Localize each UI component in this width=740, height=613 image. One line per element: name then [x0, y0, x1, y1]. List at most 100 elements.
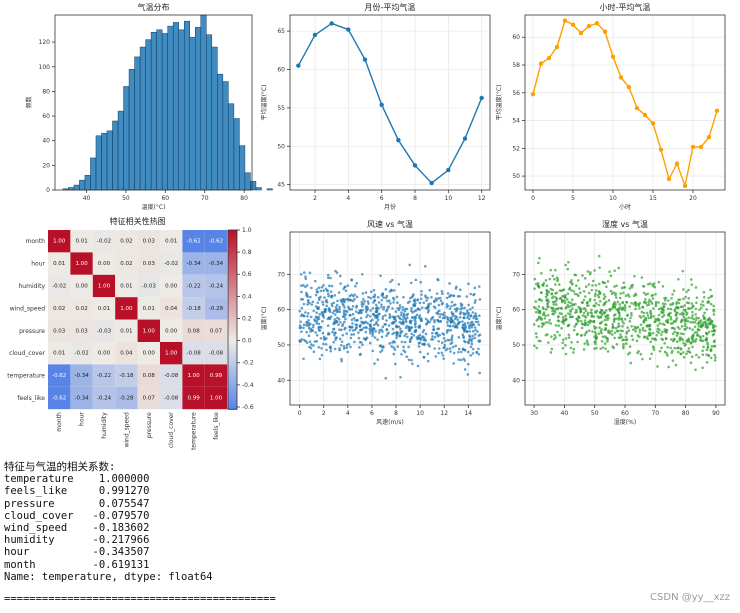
- scatter-point: [341, 333, 345, 337]
- scatter-point: [704, 323, 708, 326]
- scatter-point: [411, 362, 414, 366]
- scatter-point: [437, 303, 441, 307]
- scatter-point: [570, 298, 574, 301]
- scatter-point: [701, 300, 705, 303]
- x-tick-label: 0: [531, 195, 535, 202]
- scatter-point: [661, 311, 664, 315]
- scatter-point: [384, 296, 388, 300]
- scatter-point: [364, 337, 368, 341]
- scatter-point: [567, 323, 571, 327]
- scatter-point: [595, 346, 598, 350]
- heatmap-cell: [115, 252, 138, 275]
- scatter-point: [704, 320, 707, 324]
- scatter-point: [580, 301, 584, 304]
- scatter-point: [343, 306, 346, 309]
- scatter-point: [563, 299, 566, 303]
- scatter-point: [365, 326, 368, 330]
- scatter-point: [345, 297, 348, 301]
- scatter-point: [654, 300, 658, 304]
- scatter-point: [433, 299, 436, 303]
- scatter-point: [709, 356, 713, 360]
- scatter-point: [376, 358, 380, 361]
- colorbar-segment: [228, 277, 237, 282]
- scatter-point: [640, 276, 644, 279]
- scatter-point: [435, 331, 439, 335]
- scatter-point: [418, 325, 422, 329]
- scatter-point: [433, 318, 436, 322]
- scatter-point: [323, 338, 327, 341]
- heatmap-cell: [160, 342, 183, 365]
- scatter-point: [693, 331, 697, 334]
- scatter-point: [426, 306, 430, 309]
- y-tick-label: feels_like: [17, 395, 45, 402]
- scatter-point: [583, 319, 587, 322]
- heatmap-cell: [204, 364, 228, 387]
- scatter-point: [567, 336, 571, 339]
- scatter-point: [317, 322, 321, 326]
- colorbar-segment: [228, 391, 237, 395]
- scatter-point: [647, 316, 650, 320]
- data-point: [666, 176, 672, 182]
- scatter-point: [683, 328, 686, 331]
- scatter-point: [549, 351, 553, 354]
- scatter-point: [551, 300, 555, 304]
- heatmap-cell-label: 0.02: [53, 306, 65, 312]
- scatter-point: [665, 320, 668, 323]
- scatter-point: [302, 302, 306, 306]
- scatter-point: [464, 324, 467, 327]
- scatter-point: [398, 334, 402, 338]
- scatter-point: [389, 288, 393, 292]
- scatter-point: [690, 316, 694, 320]
- scatter-point: [590, 308, 593, 312]
- scatter-point: [648, 333, 652, 337]
- histogram-bar: [250, 181, 257, 191]
- console-row: wind_speed -0.183602: [4, 522, 150, 535]
- scatter-point: [532, 305, 536, 309]
- colorbar-segment: [228, 334, 237, 339]
- scatter-point: [329, 294, 333, 298]
- scatter-point: [597, 254, 601, 258]
- scatter-point: [691, 314, 694, 317]
- scatter-point: [398, 320, 402, 324]
- scatter-point: [402, 349, 406, 352]
- scatter-point: [630, 334, 634, 338]
- data-point: [346, 27, 351, 32]
- scatter-point: [408, 340, 412, 343]
- scatter-point: [569, 346, 573, 350]
- scatter-point: [616, 300, 620, 304]
- scatter-point: [437, 327, 441, 331]
- scatter-point: [468, 326, 471, 330]
- scatter-point: [611, 326, 615, 329]
- scatter-point: [556, 330, 559, 334]
- scatter-point: [712, 313, 716, 316]
- colorbar-segment: [228, 292, 237, 297]
- scatter-point: [376, 318, 380, 322]
- scatter-point: [332, 309, 336, 313]
- scatter-point: [309, 346, 313, 350]
- colorbar-segment: [228, 280, 237, 285]
- scatter-point: [586, 301, 589, 304]
- scatter-point: [471, 306, 474, 309]
- scatter-point: [417, 345, 421, 348]
- data-point: [578, 30, 584, 36]
- y-tick-label: 70: [512, 271, 520, 278]
- scatter-point: [691, 345, 694, 349]
- scatter-point: [298, 309, 302, 313]
- scatter-point: [691, 304, 695, 308]
- scatter-point: [398, 306, 402, 310]
- scatter-point: [386, 299, 389, 303]
- scatter-point: [703, 311, 706, 315]
- scatter-point: [306, 324, 310, 327]
- scatter-point: [369, 296, 372, 300]
- scatter-point: [576, 319, 580, 322]
- colorbar-segment: [228, 376, 237, 380]
- scatter-point: [368, 341, 372, 345]
- scatter-point: [682, 315, 686, 319]
- scatter-point: [562, 295, 566, 298]
- heatmap-cell-label: 0.01: [165, 239, 177, 245]
- colorbar-segment: [228, 283, 237, 288]
- scatter-point: [674, 313, 678, 317]
- heatmap-cell-label: -0.62: [52, 373, 66, 379]
- scatter-point: [694, 307, 698, 311]
- scatter-point: [602, 281, 605, 285]
